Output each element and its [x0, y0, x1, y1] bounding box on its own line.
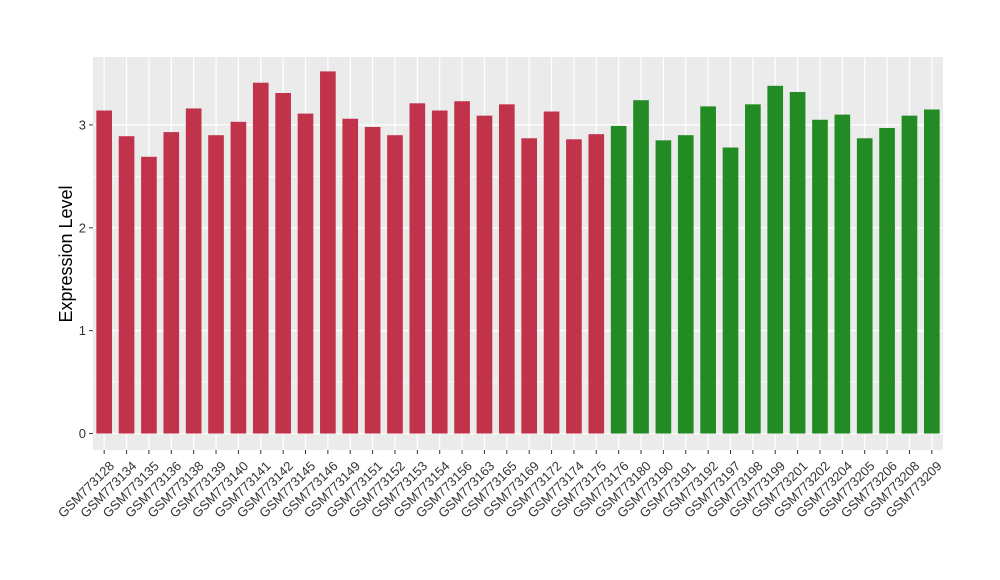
- bar-GSM773156: [454, 101, 470, 434]
- y-axis-title: Expression Level: [56, 185, 76, 322]
- bar-GSM773175: [588, 134, 605, 434]
- bar-GSM773205: [856, 138, 873, 434]
- bar-GSM773209: [923, 109, 940, 434]
- y-tick-label: 3: [79, 117, 86, 132]
- bar-GSM773152: [387, 135, 403, 434]
- bar-GSM773192: [700, 106, 716, 434]
- bar-GSM773206: [879, 127, 895, 434]
- bar-GSM773140: [230, 121, 247, 434]
- bar-GSM773202: [812, 119, 828, 434]
- bar-GSM773197: [722, 147, 739, 434]
- y-axis: 0 1 2 3: [79, 117, 93, 441]
- bar-GSM773201: [789, 91, 806, 434]
- bar-GSM773145: [297, 113, 314, 434]
- bar-GSM773139: [208, 135, 224, 434]
- bar-GSM773154: [431, 110, 448, 434]
- bar-GSM773165: [498, 104, 515, 434]
- bar-GSM773141: [252, 82, 269, 434]
- bar-GSM773142: [275, 93, 291, 434]
- bar-GSM773146: [320, 71, 336, 434]
- bar-GSM773174: [566, 139, 582, 434]
- bars: [96, 71, 940, 434]
- bar-GSM773128: [96, 110, 113, 434]
- x-axis: GSM773128GSM773134GSM773135GSM773136GSM7…: [55, 450, 945, 521]
- bar-GSM773163: [476, 115, 493, 434]
- bar-GSM773208: [901, 115, 918, 434]
- bar-GSM773180: [633, 100, 649, 434]
- bar-GSM773169: [521, 138, 538, 434]
- bar-GSM773198: [745, 104, 761, 434]
- bar-GSM773135: [141, 156, 157, 434]
- y-tick-label: 0: [79, 426, 86, 441]
- bar-GSM773172: [543, 111, 560, 434]
- bar-GSM773190: [655, 140, 672, 434]
- bar-GSM773138: [185, 108, 202, 434]
- bar-GSM773191: [677, 135, 694, 434]
- bar-GSM773136: [163, 132, 180, 434]
- y-tick-label: 2: [79, 220, 86, 235]
- bar-GSM773176: [610, 125, 627, 434]
- bar-GSM773153: [409, 103, 426, 434]
- y-tick-label: 1: [79, 323, 86, 338]
- bar-GSM773204: [834, 114, 851, 434]
- bar-GSM773134: [118, 136, 135, 434]
- bar-GSM773151: [364, 126, 381, 434]
- bar-GSM773199: [767, 85, 784, 434]
- bar-GSM773149: [342, 118, 359, 434]
